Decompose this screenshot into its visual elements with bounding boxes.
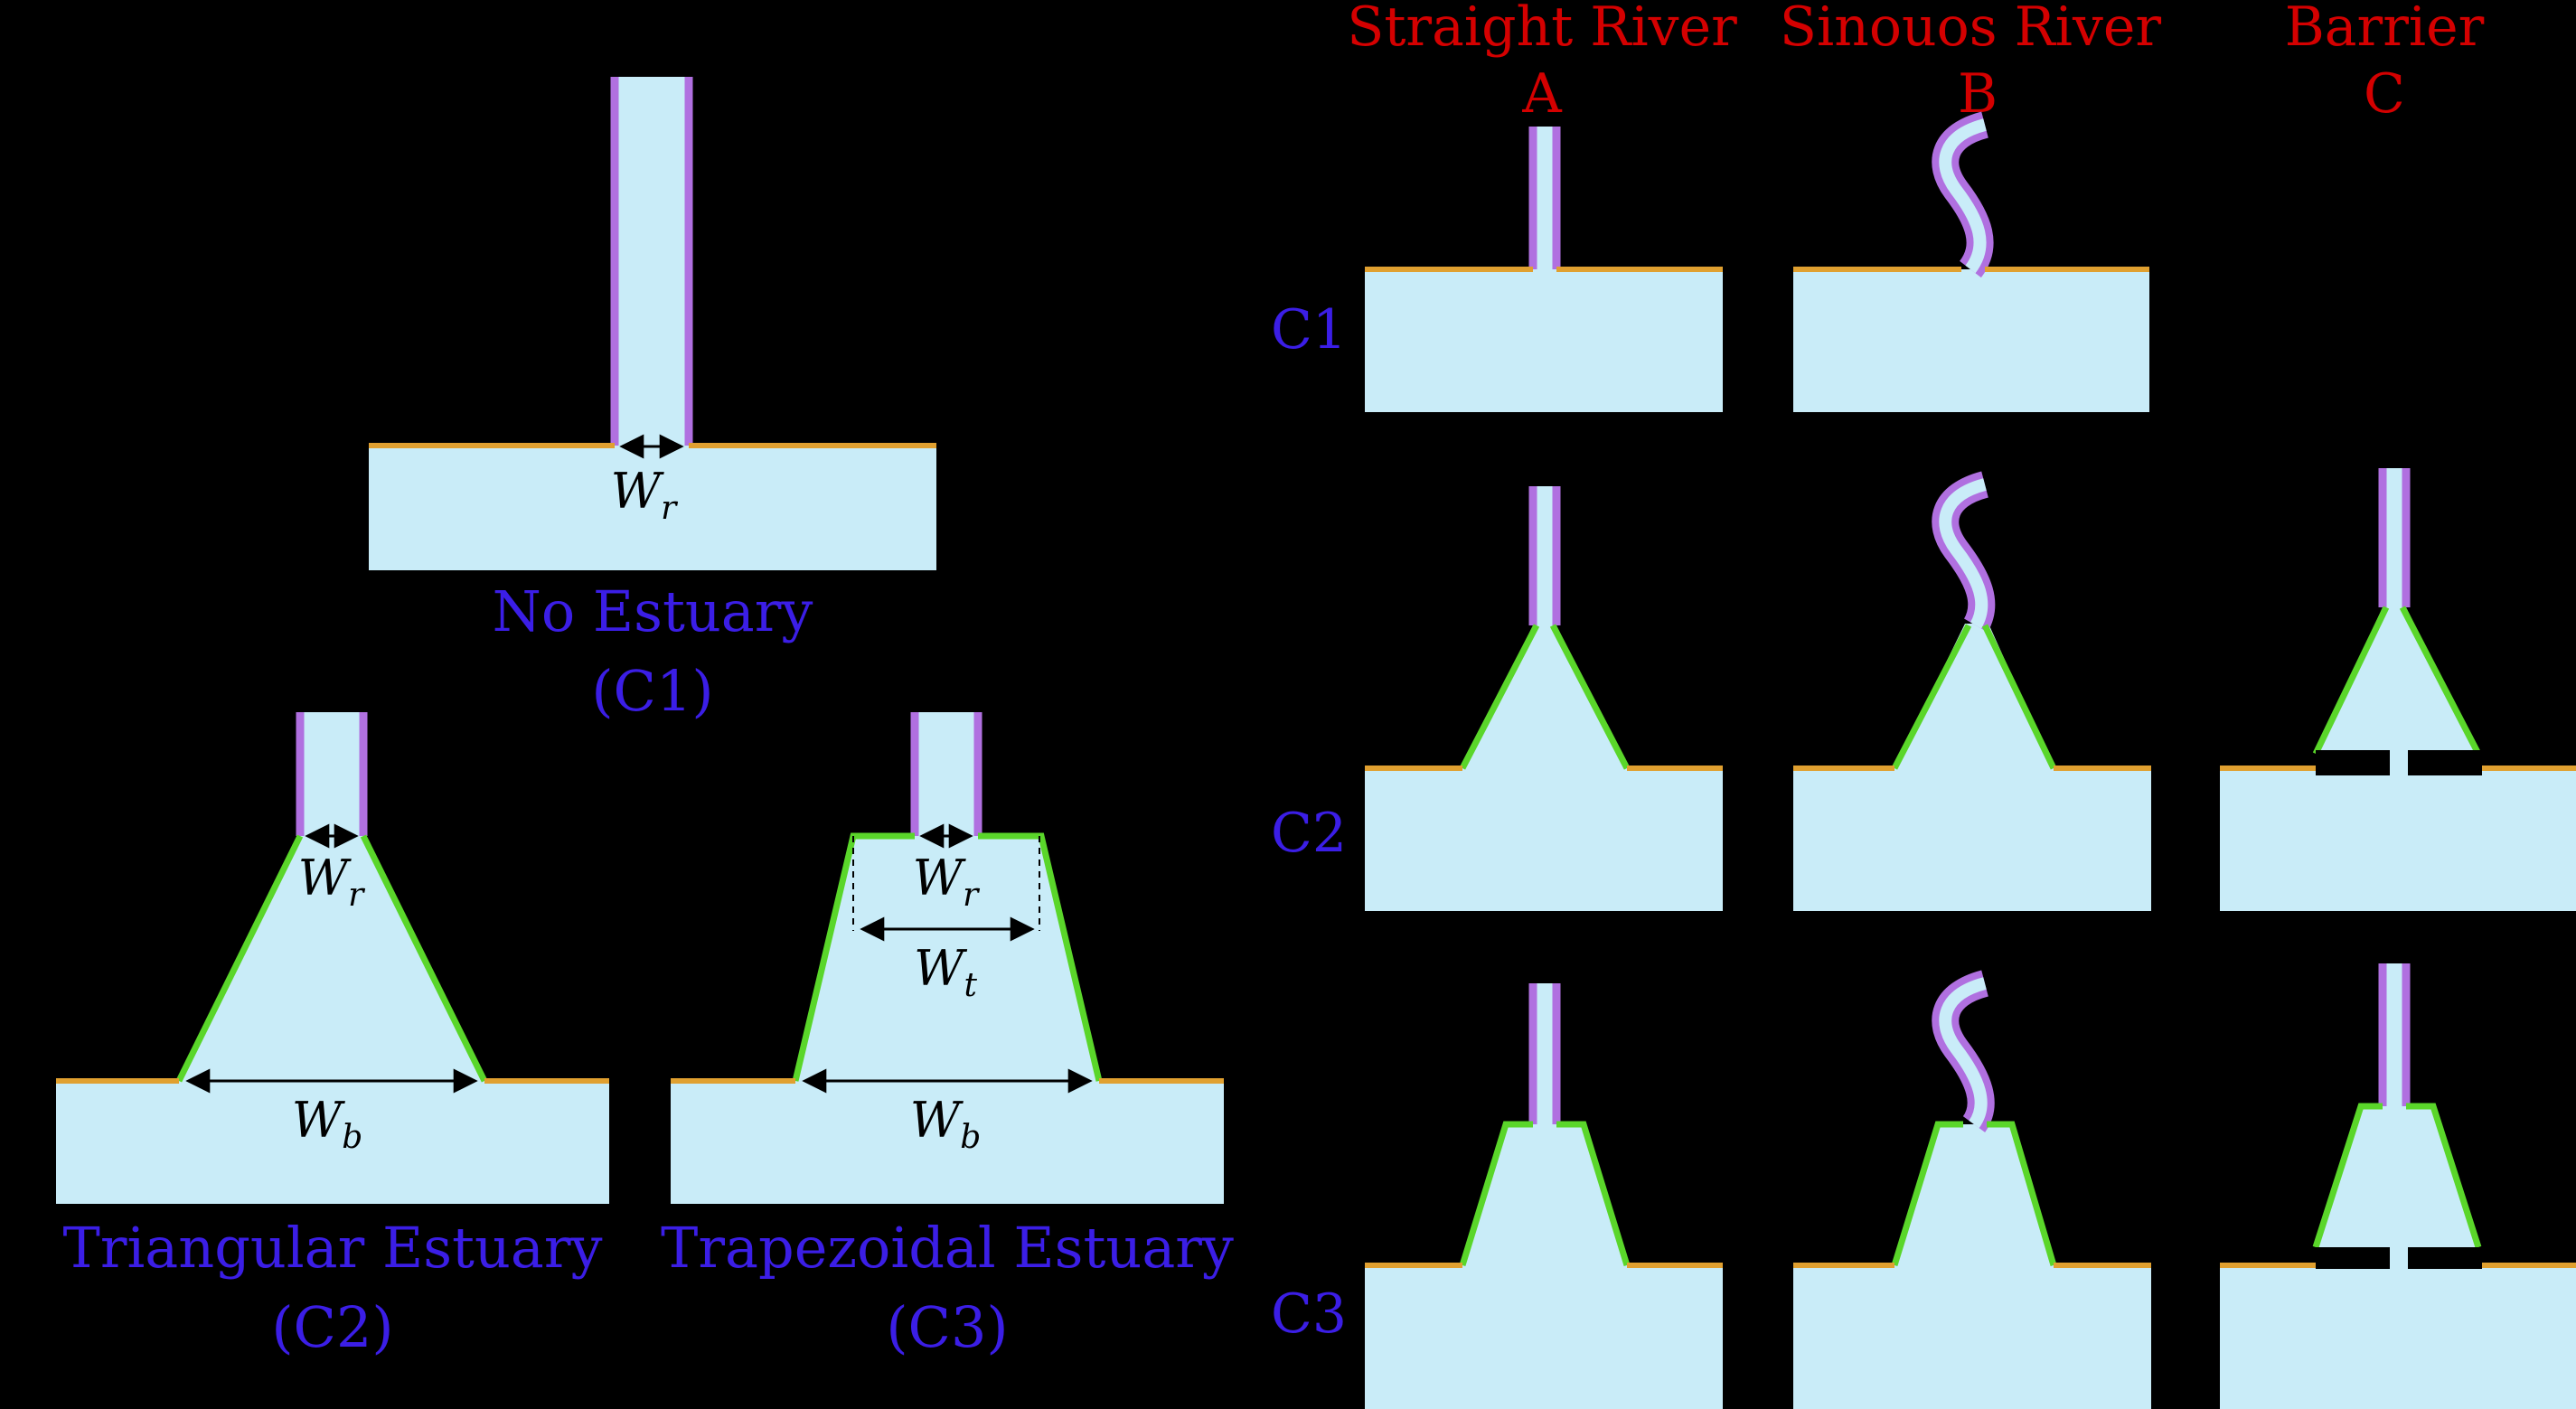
row-labels: C1 C2 C3 [1271, 298, 1347, 1346]
row-label-c3: C3 [1271, 1282, 1347, 1346]
cell-c-c3 [2220, 963, 2576, 1409]
triangular-base-width-label: Wb [292, 1092, 363, 1156]
trapezoidal-base-width-label: Wb [910, 1092, 982, 1156]
panel-trapezoidal-estuary: Wr Wt Wb Trapezoidal Estuary (C3) [661, 712, 1234, 1360]
river-width-label: Wr [611, 463, 679, 527]
row-label-c2: C2 [1271, 802, 1347, 865]
panel-triangular-estuary: Wr Wb Triangular Estuary (C2) [56, 712, 609, 1360]
trapezoidal-estuary-title: Trapezoidal Estuary [661, 1215, 1234, 1281]
cell-c-c2 [2220, 468, 2576, 911]
cell-a-c1 [1365, 127, 1723, 412]
column-letter-a: A [1521, 62, 1562, 126]
cell-b-c3 [1793, 970, 2151, 1409]
barrier-right [2408, 750, 2482, 775]
cell-b-c1 [1793, 111, 2149, 412]
column-headers: Straight River A Sinouos River B Barrier… [1347, 0, 2484, 126]
column-letter-c: C [2364, 62, 2405, 126]
trapezoidal-river-width-label: Wr [913, 850, 981, 914]
barrier-right [2408, 1247, 2482, 1269]
row-label-c1: C1 [1271, 298, 1347, 362]
cell-a-c2 [1365, 486, 1723, 911]
trapezoidal-estuary-code: (C3) [886, 1294, 1008, 1360]
triangular-estuary-title: Triangular Estuary [62, 1215, 602, 1281]
panel-no-estuary: Wr No Estuary (C1) [369, 77, 936, 724]
triangular-estuary-code: (C2) [271, 1294, 393, 1360]
column-header-barrier: Barrier [2285, 0, 2485, 59]
barrier-left [2316, 1247, 2390, 1269]
column-header-sinuous-river: Sinouos River [1780, 0, 2161, 59]
triangular-river-width-label: Wr [298, 850, 366, 914]
column-header-straight-river: Straight River [1347, 0, 1737, 59]
barrier-left [2316, 750, 2390, 775]
cell-b-c2 [1793, 471, 2151, 911]
trapezoidal-top-width-label: Wt [914, 940, 978, 1004]
no-estuary-code: (C1) [591, 658, 713, 724]
cell-a-c3 [1365, 983, 1723, 1409]
no-estuary-title: No Estuary [493, 578, 813, 644]
